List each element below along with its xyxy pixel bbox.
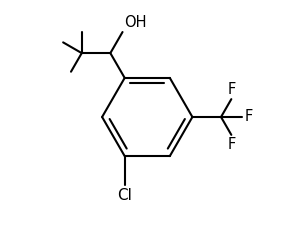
- Text: F: F: [228, 83, 236, 98]
- Text: OH: OH: [124, 15, 147, 30]
- Text: F: F: [228, 136, 236, 151]
- Text: Cl: Cl: [117, 188, 132, 203]
- Text: F: F: [245, 110, 253, 124]
